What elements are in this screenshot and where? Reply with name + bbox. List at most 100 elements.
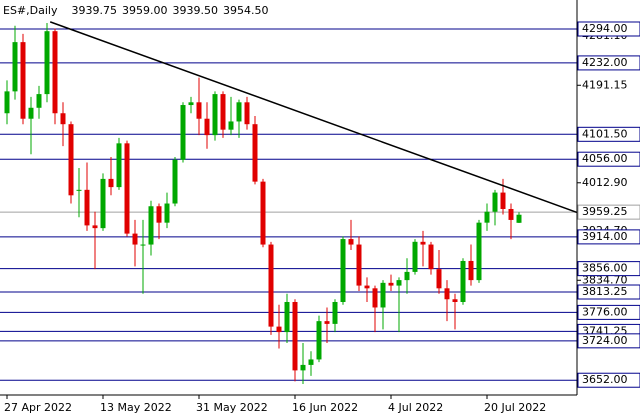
- candle-body: [300, 364, 306, 371]
- x-tick-label: 4 Jul 2022: [388, 401, 443, 414]
- candle-body: [388, 282, 394, 286]
- candle-body: [60, 113, 66, 125]
- x-tick-label: 16 Jun 2022: [292, 401, 358, 414]
- x-tick-label: 31 May 2022: [196, 401, 268, 414]
- level-box: [577, 261, 640, 277]
- candle-body: [332, 301, 338, 324]
- candle-body: [284, 301, 290, 333]
- level-box: [577, 333, 640, 349]
- y-tick-label: 4191.15: [582, 78, 628, 91]
- candle-body: [44, 31, 50, 95]
- candle-body: [68, 124, 74, 196]
- level-label: 3914.00: [582, 230, 628, 243]
- candle-body: [356, 244, 362, 286]
- candle-body: [124, 143, 130, 234]
- candle-body: [308, 359, 314, 365]
- candle-body: [460, 260, 466, 302]
- x-tick-label: 20 Jul 2022: [484, 401, 546, 414]
- level-label: 4232.00: [582, 56, 628, 69]
- y-tick-label: 3834.70: [582, 273, 628, 286]
- candle-body: [76, 189, 82, 191]
- candle-body: [420, 241, 426, 245]
- trendline: [49, 21, 577, 213]
- level-label: 4056.00: [582, 152, 628, 165]
- candle-body: [500, 192, 506, 209]
- candle-body: [444, 288, 450, 300]
- candle-body: [340, 239, 346, 302]
- candle-body: [508, 208, 514, 220]
- x-tick-label: 27 Apr 2022: [4, 401, 72, 414]
- level-box: [577, 21, 640, 37]
- candle-body: [348, 239, 354, 245]
- candle-body: [92, 225, 98, 229]
- candle-body: [484, 211, 490, 223]
- candle-body: [316, 321, 322, 360]
- candle-body: [292, 301, 298, 371]
- candle-body: [276, 326, 282, 333]
- candle-body: [204, 118, 210, 136]
- candle-body: [116, 143, 122, 188]
- quote-value: 3959.00: [122, 4, 168, 17]
- level-box: [577, 304, 640, 320]
- candle-body: [404, 271, 410, 281]
- level-label: 3776.00: [582, 305, 628, 318]
- candle-body: [380, 282, 386, 308]
- candle-body: [452, 299, 458, 302]
- header: ES#,Daily 3939.75 3959.00 3939.50 3954.50: [3, 4, 268, 17]
- level-label: 3724.00: [582, 334, 628, 347]
- candle-body: [268, 244, 274, 327]
- level-label: 3652.00: [582, 373, 628, 386]
- candle-body: [324, 321, 330, 324]
- candle-body: [492, 192, 498, 212]
- candle-body: [4, 91, 10, 114]
- candle-body: [220, 94, 226, 130]
- candle-body: [412, 241, 418, 272]
- candle-body: [516, 214, 522, 223]
- candle-body: [476, 222, 482, 281]
- current-price-label: 3959.25: [582, 205, 628, 218]
- y-tick-label: 4012.90: [582, 176, 628, 189]
- level-box: [577, 151, 640, 167]
- candle-body: [196, 102, 202, 119]
- level-box: [577, 55, 640, 71]
- candle-body: [188, 102, 194, 106]
- quote-value: 3939.50: [172, 4, 218, 17]
- candle-body: [436, 269, 442, 289]
- candle-body: [236, 102, 242, 122]
- candle-body: [428, 244, 434, 270]
- candle-body: [100, 178, 106, 229]
- candle-body: [260, 181, 266, 245]
- candle-body: [156, 206, 162, 223]
- candle-body: [108, 178, 114, 188]
- level-box: [577, 229, 640, 245]
- candle-body: [172, 159, 178, 204]
- level-box: [577, 284, 640, 300]
- current-price-box: [577, 204, 640, 220]
- candle-body: [164, 203, 170, 223]
- candle-body: [20, 42, 26, 119]
- candle-body: [396, 280, 402, 286]
- candle-body: [252, 124, 258, 182]
- candle-body: [52, 31, 58, 114]
- candle-body: [28, 107, 34, 119]
- level-label: 3813.25: [582, 285, 628, 298]
- candle-body: [84, 189, 90, 226]
- candle-body: [364, 285, 370, 289]
- candle-body: [180, 105, 186, 160]
- level-box: [577, 372, 640, 388]
- quote-value: 3954.50: [223, 4, 269, 17]
- level-label: 4294.00: [582, 22, 628, 35]
- candle-body: [468, 260, 474, 281]
- level-label: 3856.00: [582, 262, 628, 275]
- candle-body: [212, 94, 218, 136]
- candle-body: [148, 206, 154, 245]
- candle-body: [244, 102, 250, 125]
- candle-body: [12, 42, 18, 92]
- x-tick-label: 13 May 2022: [100, 401, 172, 414]
- quote-value: 3939.75: [71, 4, 117, 17]
- candle-body: [372, 288, 378, 308]
- candle-body: [132, 233, 138, 245]
- candle-body: [36, 94, 42, 108]
- symbol-title: ES#,Daily: [3, 4, 58, 17]
